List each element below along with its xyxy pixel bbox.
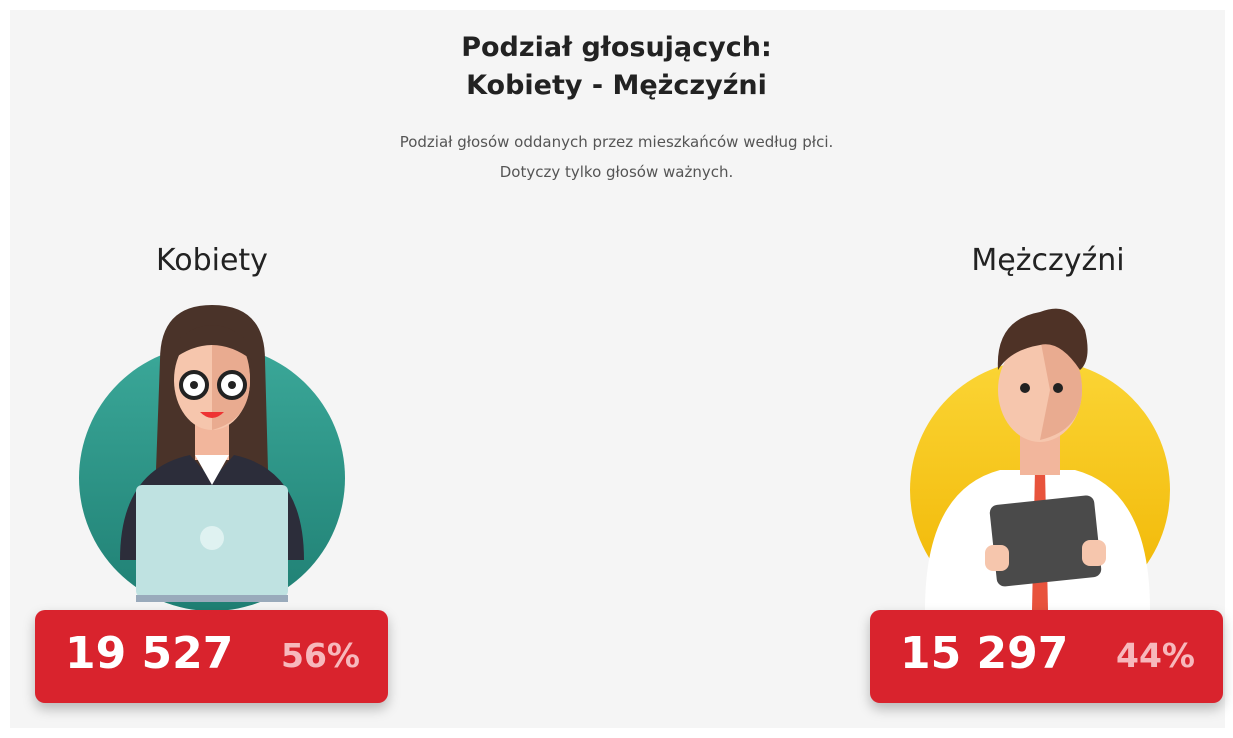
title-line: Podział głosujących: (461, 32, 772, 63)
group-label: Kobiety (156, 243, 268, 278)
title-line: Kobiety - Mężczyźni (466, 70, 767, 101)
subtitle-line: Dotyczy tylko głosów ważnych. (499, 163, 734, 181)
vote-count: 15 297 (900, 628, 1069, 679)
woman-illustration (79, 305, 345, 611)
result-badge: 15 297 44% (870, 610, 1223, 703)
group-label: Mężczyźni (971, 243, 1125, 278)
vote-count: 19 527 (65, 628, 234, 679)
vote-percent: 56% (281, 636, 360, 675)
vote-percent: 44% (1116, 636, 1195, 675)
result-badge: 19 527 56% (35, 610, 388, 703)
man-illustration (910, 308, 1170, 620)
subtitle-line: Podział głosów oddanych przez mieszkańcó… (399, 133, 834, 151)
